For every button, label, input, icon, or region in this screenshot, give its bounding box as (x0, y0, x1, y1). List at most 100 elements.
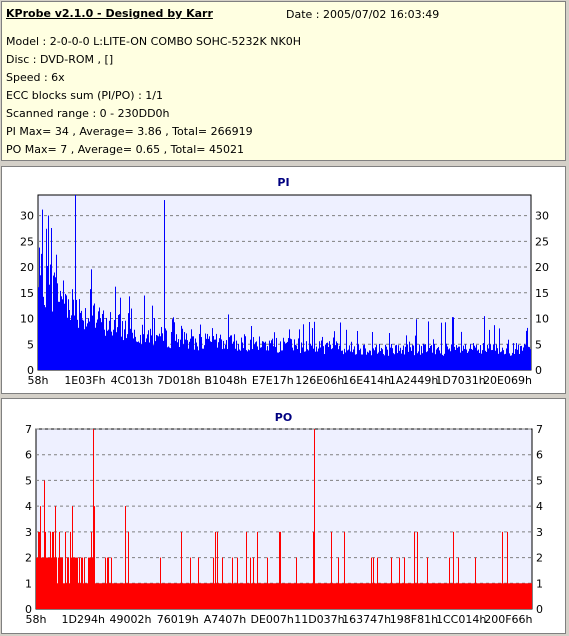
bar (74, 315, 75, 370)
bar (61, 296, 62, 370)
bar (50, 531, 51, 609)
bar (262, 583, 263, 609)
bar (287, 341, 288, 370)
bar (504, 583, 505, 609)
bar (324, 583, 325, 609)
x-tick-label: 1A2449h (389, 374, 439, 387)
bar (142, 583, 143, 609)
bar (372, 583, 373, 609)
pi-chart: 0 0 5 5 10 10 15 15 20 20 25 25 30 30 58h 1E03Fh 4C013h 7… (20, 194, 549, 387)
bar (119, 314, 120, 370)
bar (244, 583, 245, 609)
bar (412, 583, 413, 609)
bar (44, 480, 45, 609)
bar (349, 583, 350, 609)
bar (291, 583, 292, 609)
bar (136, 583, 137, 609)
x-tick-label: 76019h (157, 613, 199, 626)
bar (134, 583, 135, 609)
bar (143, 334, 144, 370)
bar (147, 583, 148, 609)
bar (497, 583, 498, 609)
bar (304, 351, 305, 370)
bar (137, 342, 138, 370)
bar (431, 583, 432, 609)
bar (468, 583, 469, 609)
bar (226, 583, 227, 609)
bar (215, 339, 216, 370)
bar (218, 342, 219, 370)
bar (441, 583, 442, 609)
bar (41, 557, 42, 609)
bar (246, 531, 247, 609)
bar (231, 335, 232, 370)
bar (209, 336, 210, 370)
bar (490, 583, 491, 609)
bar (413, 583, 414, 609)
bar (521, 345, 522, 370)
bar (217, 347, 218, 370)
bar (105, 557, 106, 609)
bar (318, 583, 319, 609)
bar (133, 338, 134, 370)
bar (295, 583, 296, 609)
bar (282, 350, 283, 370)
bar (376, 583, 377, 609)
bar (482, 583, 483, 609)
bar (202, 348, 203, 370)
bar (474, 345, 475, 370)
bar (326, 343, 327, 370)
bar (424, 344, 425, 370)
x-tick-label: 1D294h (62, 613, 105, 626)
bar (195, 338, 196, 370)
bar (113, 583, 114, 609)
bar (270, 343, 271, 370)
bar (67, 317, 68, 370)
bar (120, 297, 121, 370)
bar (150, 328, 151, 370)
bar (131, 583, 132, 609)
bar (271, 583, 272, 609)
bar (420, 354, 421, 370)
bar (145, 342, 146, 370)
bar (330, 583, 331, 609)
bar (486, 351, 487, 370)
bar (273, 583, 274, 609)
bar (377, 353, 378, 370)
bar (378, 583, 379, 609)
bar (425, 344, 426, 370)
bar (63, 280, 64, 370)
bar (61, 557, 62, 609)
x-tick-label: 1CC014h (436, 613, 486, 626)
bar (355, 583, 356, 609)
bar-spike (314, 429, 315, 609)
bar (510, 355, 511, 370)
bar (397, 353, 398, 370)
bar (440, 583, 441, 609)
bar (516, 583, 517, 609)
bar (202, 583, 203, 609)
bar (309, 322, 310, 370)
bar (487, 583, 488, 609)
bar (247, 583, 248, 609)
bar (368, 352, 369, 370)
bar (336, 341, 337, 370)
bar (359, 350, 360, 370)
bar (317, 351, 318, 370)
bar (530, 349, 531, 370)
bar (225, 583, 226, 609)
bar (163, 583, 164, 609)
bar (385, 344, 386, 370)
bar (501, 583, 502, 609)
bar (335, 583, 336, 609)
bar (375, 347, 376, 370)
bar (319, 341, 320, 370)
bar (457, 347, 458, 370)
disc-line: Disc : DVD-ROM , [] (6, 53, 114, 66)
bar (185, 339, 186, 370)
bar (59, 301, 60, 370)
bar (243, 583, 244, 609)
bar (525, 583, 526, 609)
bar (155, 341, 156, 370)
bar (456, 583, 457, 609)
